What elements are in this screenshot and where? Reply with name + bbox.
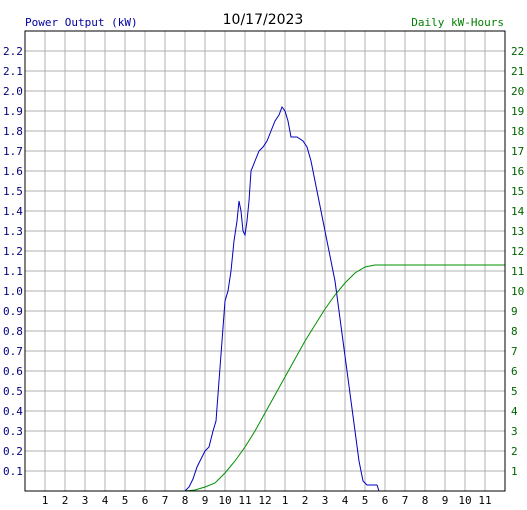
right-tick-label: 12 xyxy=(511,245,524,258)
x-tick-label: 2 xyxy=(302,494,309,507)
x-tick-label: 8 xyxy=(182,494,189,507)
left-tick-label: 2.2 xyxy=(3,45,23,58)
left-tick-label: 0.2 xyxy=(3,445,23,458)
left-tick-label: 2.1 xyxy=(3,65,23,78)
left-tick-label: 0.7 xyxy=(3,345,23,358)
left-tick-label: 2.0 xyxy=(3,85,23,98)
right-tick-label: 8 xyxy=(511,325,518,338)
left-tick-label: 1.0 xyxy=(3,285,23,298)
chart-title: 10/17/2023 xyxy=(223,12,304,28)
right-tick-label: 19 xyxy=(511,105,524,118)
right-tick-label: 4 xyxy=(511,405,518,418)
x-tick-label: 7 xyxy=(402,494,409,507)
x-tick-label: 1 xyxy=(42,494,49,507)
x-tick-label: 10 xyxy=(458,494,471,507)
left-tick-label: 0.4 xyxy=(3,405,23,418)
x-tick-label: 10 xyxy=(218,494,231,507)
x-tick-label: 5 xyxy=(362,494,369,507)
right-tick-label: 16 xyxy=(511,165,524,178)
x-tick-label: 5 xyxy=(122,494,129,507)
x-tick-label: 9 xyxy=(442,494,449,507)
left-tick-label: 1.6 xyxy=(3,165,23,178)
right-tick-label: 14 xyxy=(511,205,525,218)
left-tick-label: 1.5 xyxy=(3,185,23,198)
plot-frame xyxy=(24,30,506,492)
right-tick-label: 7 xyxy=(511,345,518,358)
right-tick-label: 21 xyxy=(511,65,524,78)
power-output-line xyxy=(177,105,380,492)
x-tick-label: 2 xyxy=(62,494,69,507)
x-tick-label: 3 xyxy=(82,494,89,507)
right-tick-label: 15 xyxy=(511,185,524,198)
left-axis-label: Power Output (kW) xyxy=(25,16,138,29)
left-tick-label: 1.7 xyxy=(3,145,23,158)
series-lines xyxy=(177,105,505,492)
left-tick-label: 0.8 xyxy=(3,325,23,338)
x-tick-label: 6 xyxy=(142,494,149,507)
right-tick-label: 17 xyxy=(511,145,524,158)
x-tick-label: 1 xyxy=(282,494,289,507)
left-tick-label: 1.8 xyxy=(3,125,23,138)
right-tick-label: 18 xyxy=(511,125,524,138)
x-tick-label: 8 xyxy=(422,494,429,507)
left-tick-label: 1.4 xyxy=(3,205,23,218)
x-tick-label: 11 xyxy=(478,494,491,507)
x-tick-label: 4 xyxy=(102,494,109,507)
right-tick-label: 13 xyxy=(511,225,524,238)
left-tick-label: 1.9 xyxy=(3,105,23,118)
right-tick-label: 6 xyxy=(511,365,518,378)
left-tick-label: 0.3 xyxy=(3,425,23,438)
right-tick-label: 1 xyxy=(511,465,518,478)
right-tick-label: 22 xyxy=(511,45,524,58)
x-tick-label: 11 xyxy=(238,494,251,507)
right-tick-label: 20 xyxy=(511,85,524,98)
left-axis-ticks: 0.1 0.2 0.3 0.4 0.5 0.6 0.7 0.8 0.9 1.0 1.1 1.2 1.3 1… xyxy=(3,45,23,478)
grid-lines xyxy=(25,31,505,491)
x-tick-label: 3 xyxy=(322,494,329,507)
left-tick-label: 1.1 xyxy=(3,265,23,278)
x-axis-ticks: 1 2 3 4 5 6 7 8 9 10 11 12 1 2 3 4 5 6 7 8 9 10 11 xyxy=(42,494,492,507)
right-axis-label: Daily kW-Hours xyxy=(411,16,504,29)
x-tick-label: 7 xyxy=(162,494,169,507)
x-tick-label: 6 xyxy=(382,494,389,507)
left-tick-label: 1.3 xyxy=(3,225,23,238)
x-tick-label: 4 xyxy=(342,494,349,507)
left-tick-label: 0.1 xyxy=(3,465,23,478)
left-tick-label: 0.5 xyxy=(3,385,23,398)
right-tick-label: 11 xyxy=(511,265,524,278)
right-tick-label: 3 xyxy=(511,425,518,438)
right-tick-label: 5 xyxy=(511,385,518,398)
x-tick-label: 12 xyxy=(258,494,271,507)
left-tick-label: 1.2 xyxy=(3,245,23,258)
x-tick-label: 9 xyxy=(202,494,209,507)
daily-kwh-line xyxy=(177,264,505,492)
right-tick-label: 10 xyxy=(511,285,524,298)
right-tick-label: 9 xyxy=(511,305,518,318)
left-tick-label: 0.9 xyxy=(3,305,23,318)
left-tick-label: 0.6 xyxy=(3,365,23,378)
right-tick-label: 2 xyxy=(511,445,518,458)
